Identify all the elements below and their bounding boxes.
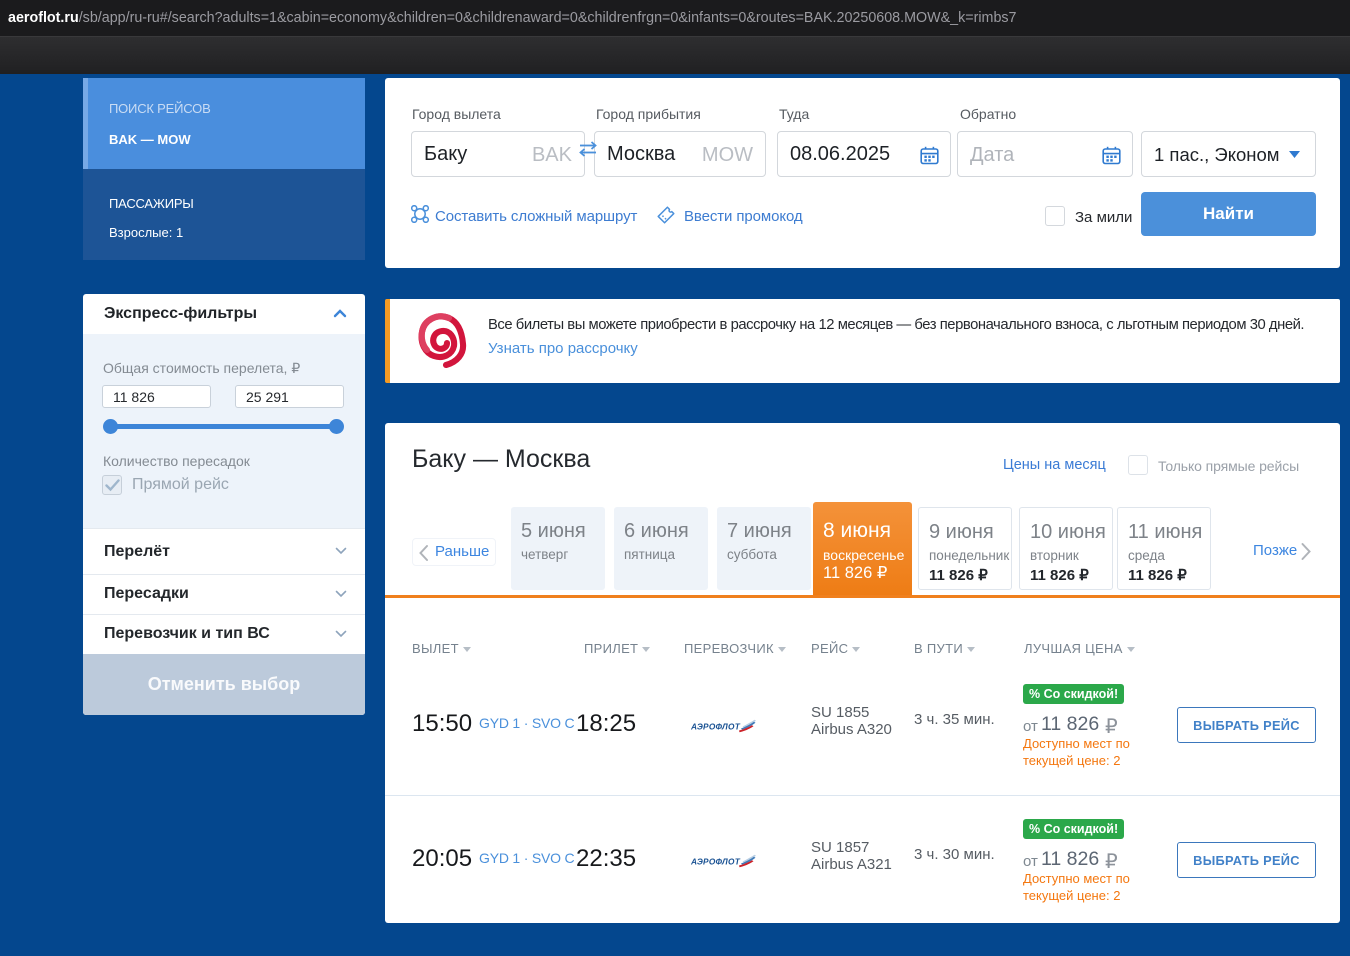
svg-text:АЭРОФЛОТ: АЭРОФЛОТ (691, 857, 741, 867)
svg-text:АЭРОФЛОТ: АЭРОФЛОТ (691, 722, 741, 732)
